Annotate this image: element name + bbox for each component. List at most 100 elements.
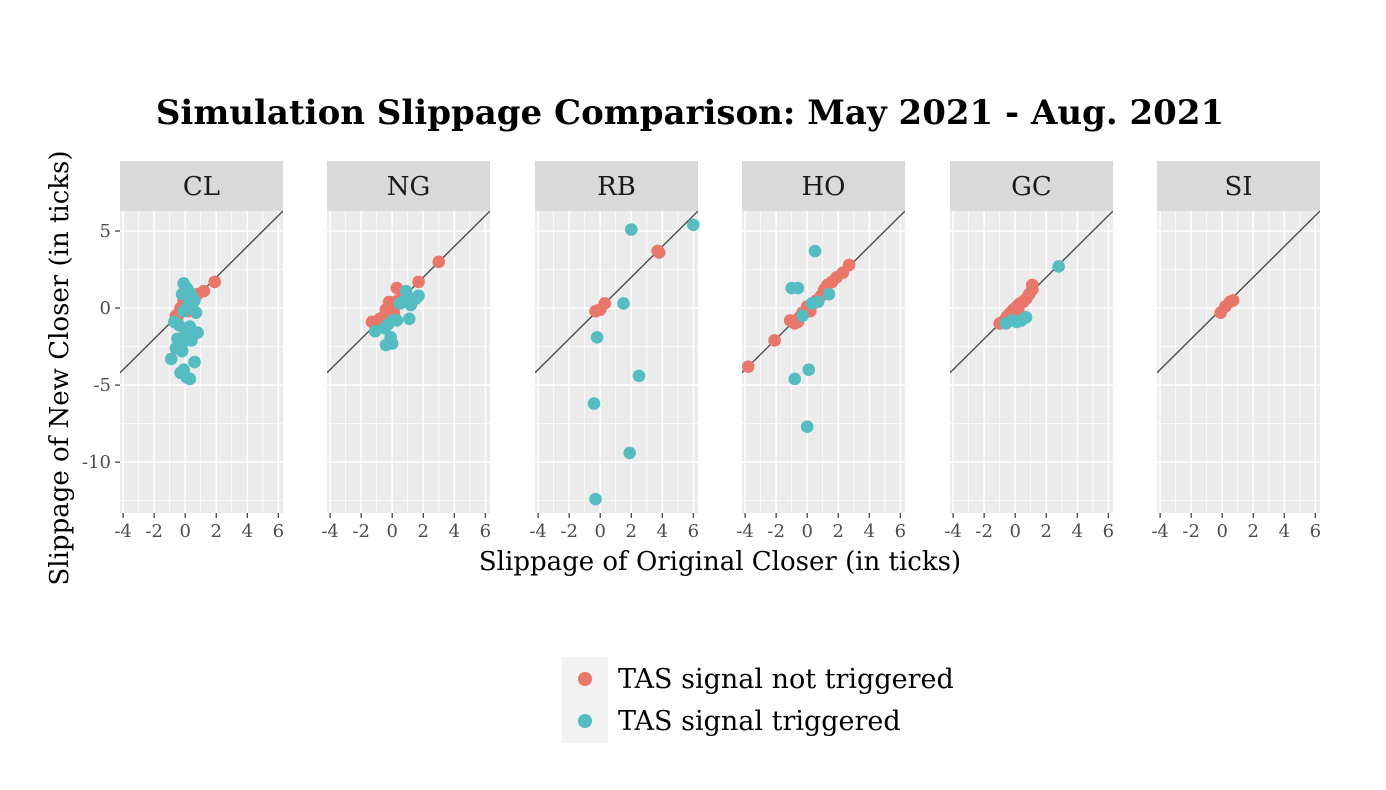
- x-tick-label: 0: [1009, 521, 1020, 542]
- point-triggered: [393, 297, 407, 310]
- strip-label-gc: GC: [1011, 172, 1052, 202]
- panel-cl: CL -4 -2 0 2 4 6: [114, 161, 284, 542]
- x-axis-ho: -4 -2 0 2 4 6: [736, 513, 906, 542]
- point-triggered: [188, 355, 201, 369]
- point-not-triggered: [208, 275, 221, 289]
- x-tick-label: 6: [1310, 521, 1321, 542]
- panel-si: SI -4 -2 0 2 4 6: [1151, 161, 1321, 542]
- point-not-triggered: [1025, 278, 1039, 292]
- point-triggered: [808, 244, 822, 258]
- x-tick-label: -4: [944, 521, 962, 542]
- x-axis-title: Slippage of Original Closer (in ticks): [479, 547, 961, 577]
- panel-ho: HO -4 -2 0 2 4 6: [736, 161, 906, 542]
- point-triggered: [623, 446, 636, 460]
- strip-label-rb: RB: [597, 172, 636, 202]
- panel-background: [742, 211, 905, 513]
- chart-title: Simulation Slippage Comparison: May 2021…: [156, 93, 1224, 133]
- panel-grid: [535, 211, 698, 513]
- point-triggered: [399, 284, 413, 298]
- point-triggered: [189, 306, 203, 319]
- panel-points: [741, 244, 856, 434]
- y-tick-label: -5: [93, 375, 111, 396]
- point-triggered: [164, 352, 178, 366]
- point-triggered: [1019, 311, 1033, 324]
- x-tick-label: -2: [145, 521, 163, 542]
- x-tick-label: 0: [386, 521, 397, 542]
- legend-background: [562, 657, 608, 743]
- x-axis-gc: -4 -2 0 2 4 6: [944, 513, 1114, 542]
- panel-background: [950, 211, 1113, 513]
- point-triggered: [1052, 260, 1065, 273]
- x-axis-cl: -4 -2 0 2 4 6: [114, 513, 284, 542]
- point-not-triggered: [741, 360, 755, 373]
- point-triggered: [185, 334, 198, 347]
- strip-background: [120, 161, 283, 211]
- point-not-triggered: [1226, 294, 1240, 307]
- point-not-triggered: [652, 246, 666, 259]
- x-tick-label: 4: [1279, 521, 1290, 542]
- x-tick-label: -4: [736, 521, 754, 542]
- point-triggered: [177, 304, 190, 318]
- point-not-triggered: [379, 303, 393, 316]
- x-tick-label: 0: [179, 521, 190, 542]
- point-not-triggered: [598, 297, 612, 310]
- y-tick-label: -10: [82, 452, 111, 473]
- strip-label-ng: NG: [387, 172, 431, 202]
- y-tick-label: 0: [100, 298, 111, 319]
- point-not-triggered: [197, 284, 211, 298]
- x-tick-label: 4: [657, 521, 668, 542]
- panel-background: [120, 211, 283, 513]
- point-triggered: [624, 223, 638, 236]
- panel-points: [365, 255, 446, 352]
- legend: TAS signal not triggered TAS signal trig…: [562, 657, 954, 743]
- x-tick-label: 2: [1248, 521, 1259, 542]
- point-triggered: [175, 344, 189, 358]
- point-triggered: [589, 492, 602, 506]
- panel-grid: [120, 211, 283, 513]
- strip-background: [327, 161, 490, 211]
- panel-background: [535, 211, 698, 513]
- panel-points: [993, 260, 1065, 330]
- x-axis-si: -4 -2 0 2 4 6: [1151, 513, 1321, 542]
- strip-label-si: SI: [1224, 172, 1252, 202]
- y-axis-ticks: 5 0 -5 -10: [82, 221, 120, 473]
- x-axis-ng: -4 -2 0 2 4 6: [321, 513, 491, 542]
- x-tick-label: -4: [529, 521, 547, 542]
- point-not-triggered: [842, 258, 856, 272]
- x-tick-label: 6: [273, 521, 284, 542]
- x-tick-label: 0: [1216, 521, 1227, 542]
- panel-rb: RB -4 -2 0 2 4 6: [529, 161, 700, 542]
- x-tick-label: 4: [864, 521, 875, 542]
- x-tick-label: -2: [560, 521, 578, 542]
- panel-background: [327, 211, 490, 513]
- x-tick-label: 4: [449, 521, 460, 542]
- x-tick-label: 2: [1041, 521, 1052, 542]
- point-triggered: [617, 297, 630, 310]
- y-tick-label: 5: [100, 221, 111, 242]
- point-triggered: [183, 372, 197, 386]
- point-triggered: [412, 289, 425, 303]
- panel-points: [164, 275, 221, 386]
- panel-ng: NG -4 -2 0 2 4 6: [321, 161, 491, 542]
- point-triggered: [587, 397, 601, 410]
- x-axis-rb: -4 -2 0 2 4 6: [529, 513, 699, 542]
- strip-background: [1157, 161, 1320, 211]
- point-triggered: [687, 218, 700, 232]
- point-triggered: [390, 314, 404, 327]
- panel-points: [1214, 294, 1240, 319]
- panel-grid: [950, 211, 1113, 513]
- strip-background: [950, 161, 1113, 211]
- panel-background: [1157, 211, 1320, 513]
- x-tick-label: 0: [801, 521, 812, 542]
- y-axis-title: Slippage of New Closer (in ticks): [45, 150, 75, 585]
- x-tick-label: -2: [1182, 521, 1200, 542]
- legend-label-triggered: TAS signal triggered: [618, 706, 901, 737]
- legend-key-triggered: [578, 714, 592, 728]
- x-tick-label: -4: [321, 521, 339, 542]
- x-tick-label: 2: [626, 521, 637, 542]
- panel-grid: [327, 211, 490, 513]
- point-triggered: [590, 331, 604, 344]
- reference-line: [535, 211, 698, 374]
- strip-background: [742, 161, 905, 211]
